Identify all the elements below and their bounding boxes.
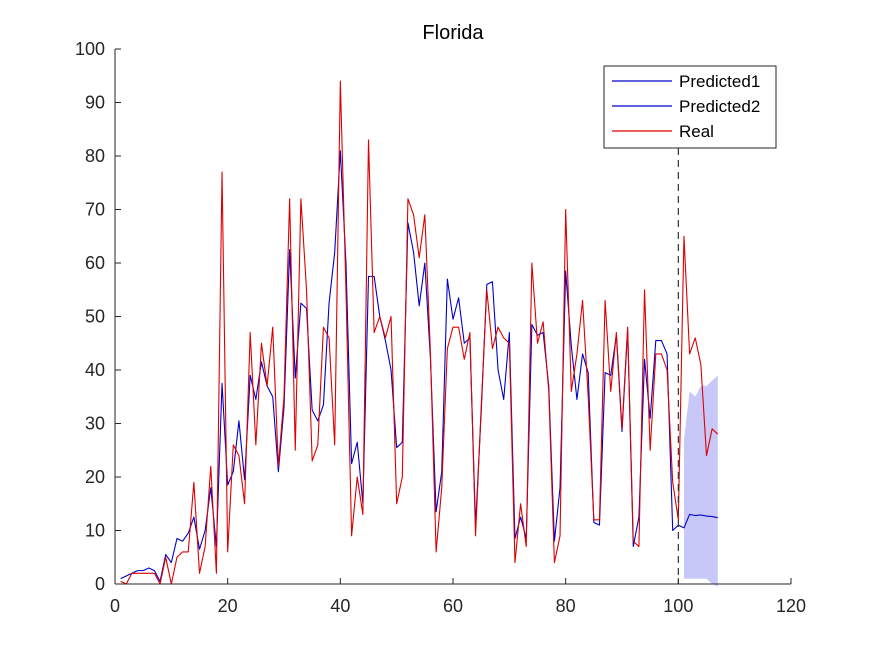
y-tick-label: 80 [85, 146, 105, 166]
chart-title: Florida [422, 22, 484, 44]
prediction-confidence-band [683, 375, 718, 587]
axes: 0 20 40 60 80 100 120 0 10 20 30 40 50 60 70 80 90 100 [75, 39, 806, 616]
x-tick-label: 60 [443, 596, 463, 616]
y-tick-label: 0 [95, 574, 105, 594]
y-tick-label: 60 [85, 253, 105, 273]
x-tick-label: 120 [776, 596, 806, 616]
legend: Predicted1 Predicted2 Real [603, 65, 777, 149]
series-line-predicted2 [678, 513, 718, 529]
x-tick-label: 80 [556, 596, 576, 616]
legend-label-real: Real [679, 122, 714, 141]
y-tick-label: 10 [85, 521, 105, 541]
y-tick-label: 40 [85, 360, 105, 380]
y-tick-label: 100 [75, 39, 105, 59]
x-tick-label: 20 [218, 596, 238, 616]
legend-box [603, 65, 777, 149]
y-tick-label: 30 [85, 414, 105, 434]
legend-label-predicted2: Predicted2 [679, 97, 760, 116]
x-tick-label: 40 [330, 596, 350, 616]
y-tick-label: 20 [85, 467, 105, 487]
legend-label-predicted1: Predicted1 [679, 72, 760, 91]
y-tick-label: 50 [85, 307, 105, 327]
series-line-real [120, 80, 719, 585]
x-tick-label: 100 [663, 596, 693, 616]
y-tick-label: 70 [85, 200, 105, 220]
x-tick-label: 0 [110, 596, 120, 616]
y-tick-label: 90 [85, 93, 105, 113]
plot-area [120, 80, 719, 587]
